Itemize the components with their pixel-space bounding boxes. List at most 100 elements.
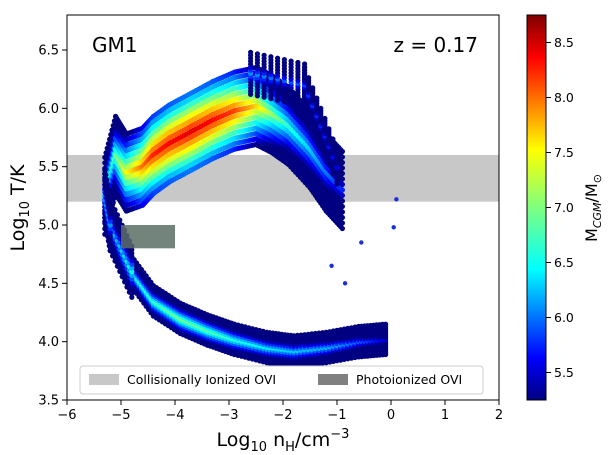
outlier-point (329, 263, 334, 268)
y-tick-label: 4.0 (38, 335, 59, 350)
y-tick-label: 5.0 (38, 219, 59, 234)
density-cell (339, 181, 345, 188)
density-cell (102, 167, 108, 173)
y-tick-label: 3.5 (38, 394, 59, 409)
legend-swatch-collisional (89, 374, 119, 385)
y-tick-label: 6.5 (38, 44, 59, 59)
y-tick-label: 4.5 (38, 277, 59, 292)
density-cell (106, 191, 112, 198)
density-cell (322, 115, 328, 122)
legend: Collisionally Ionized OVI Photoionized O… (79, 365, 484, 395)
density-cell (107, 229, 113, 235)
density-cell (129, 280, 135, 286)
density-cell (107, 226, 113, 232)
colorbar-tick-label: 6.5 (554, 255, 574, 270)
colorbar-ticks: 5.5 6.0 6.5 7.0 7.5 8.0 8.5 (546, 35, 574, 380)
density-cell (117, 217, 123, 223)
outlier-point (394, 197, 399, 202)
density-cell (339, 148, 345, 155)
density-cell (318, 105, 324, 111)
x-tick-label: 1 (441, 408, 449, 423)
density-cell (339, 203, 345, 210)
density-cell (129, 287, 135, 293)
legend-label-photoionized: Photoionized OVI (356, 372, 462, 387)
density-cell (103, 172, 109, 178)
density-cell (129, 283, 135, 289)
density-cell (339, 154, 345, 160)
density-cell (339, 192, 345, 199)
density-cell (129, 254, 135, 260)
density-cell (129, 258, 135, 264)
density-cell (295, 59, 301, 66)
density-cell (129, 269, 135, 275)
simulation-label: GM1 (92, 33, 137, 57)
density-cell (107, 215, 113, 221)
density-cell (302, 64, 308, 71)
density-cell (107, 240, 113, 246)
x-tick-label: 2 (495, 408, 503, 423)
density-cell (339, 214, 345, 221)
x-tick-label: −2 (273, 408, 292, 423)
density-cell (275, 55, 281, 61)
density-cell (339, 198, 345, 204)
x-tick-label: 0 (387, 408, 395, 423)
density-cell (314, 95, 320, 101)
x-axis: −6 −5 −4 −3 −2 −1 0 1 2 (57, 400, 503, 423)
x-tick-label: −6 (57, 408, 76, 423)
outlier-point (359, 240, 364, 245)
y-tick-label: 6.0 (38, 102, 59, 117)
density-cell (383, 321, 389, 327)
density-cell (114, 212, 120, 218)
density-cell (107, 237, 113, 243)
colorbar-tick-label: 7.5 (554, 145, 574, 160)
density-cell (107, 218, 113, 224)
density-cell (129, 294, 135, 300)
y-axis: 3.5 4.0 4.5 5.0 5.5 6.0 6.5 (38, 44, 67, 409)
density-cell (107, 196, 113, 202)
outlier-point (342, 281, 348, 286)
density-cell (129, 247, 135, 253)
density-cell (107, 204, 113, 210)
colorbar-tick-label: 8.5 (554, 35, 574, 50)
photo-layer (121, 225, 175, 249)
density-cell (104, 182, 111, 188)
colorbar-tick-label: 6.0 (554, 310, 574, 325)
density-cell (107, 200, 113, 206)
legend-swatch-photoionized (318, 374, 348, 385)
density-cell (339, 220, 345, 226)
colorbar-label: MCGM/M⊙ (582, 174, 604, 242)
density-cell (248, 49, 254, 55)
density-cell (105, 187, 111, 193)
density-cell (107, 244, 113, 250)
x-tick-label: −5 (111, 408, 130, 423)
density-cell (326, 126, 332, 132)
density-cell (129, 291, 135, 297)
colorbar (526, 14, 547, 401)
colorbar-tick-label: 8.0 (554, 90, 574, 105)
plot-content (67, 49, 499, 369)
density-cell (306, 75, 312, 81)
band-photoionized (121, 225, 175, 249)
colorbar-tick-label: 7.0 (554, 200, 574, 215)
density-cell (339, 225, 345, 232)
x-tick-label: −1 (327, 408, 346, 423)
x-tick-label: −4 (165, 408, 184, 423)
density-cell (129, 276, 135, 282)
legend-label-collisional: Collisionally Ionized OVI (127, 372, 276, 387)
outlier-point (391, 225, 396, 230)
density-cell (281, 57, 287, 63)
density-cell (339, 176, 345, 182)
density-cell (107, 248, 113, 254)
density-cell (339, 159, 345, 166)
y-axis-label: Log10 T/K (7, 164, 33, 252)
density-cell (129, 265, 135, 271)
density-cell (107, 222, 113, 228)
density-cell (268, 54, 274, 60)
density-cell (254, 51, 260, 57)
density-cell (129, 272, 135, 278)
density-cell (107, 233, 113, 239)
x-axis-label: Log10 nH/cm−3 (217, 427, 350, 455)
density-cell (339, 165, 345, 171)
density-cell (288, 58, 294, 64)
